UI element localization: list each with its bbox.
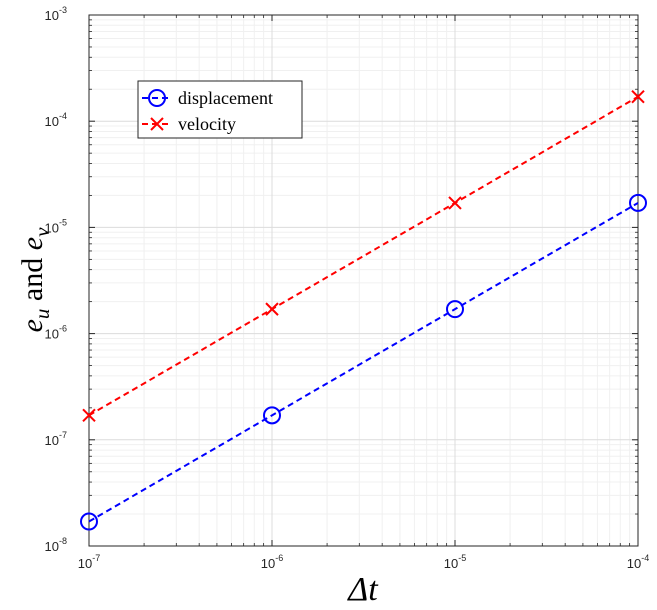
y-tick-label: 10-3	[45, 5, 67, 23]
series-markers	[80, 90, 647, 531]
legend-box	[137, 80, 303, 139]
data-point-displacement	[263, 406, 281, 425]
y-axis-label: eu and ev	[16, 227, 54, 332]
y-label-prefix-1: e	[16, 319, 49, 332]
series-line-velocity	[88, 95, 639, 417]
data-point-displacement	[80, 512, 98, 531]
y-tick-label: 10-6	[45, 324, 67, 342]
data-point-displacement	[629, 193, 647, 212]
y-tick-label: 10-8	[45, 536, 67, 554]
x-axis-label: Δt	[346, 571, 379, 608]
y-tick-label: 10-5	[45, 217, 67, 235]
data-point-velocity	[82, 408, 96, 423]
data-point-displacement	[446, 300, 464, 319]
data-point-velocity	[631, 90, 645, 104]
legend-marker-velocity	[150, 117, 164, 131]
legend-marker-displacement	[148, 89, 166, 107]
series-lines	[88, 95, 639, 523]
x-marker-stroke	[631, 90, 645, 104]
x-marker-stroke	[82, 408, 96, 423]
data-point-velocity	[448, 196, 462, 210]
y-tick-labels: 10-8 10-7 10-6 10-5 10-4 10-3	[45, 5, 67, 554]
x-tick-label: 10-7	[78, 553, 100, 571]
x-tick-label: 10-4	[627, 553, 649, 571]
x-tick-labels: 10-7 10-6 10-5 10-4	[78, 553, 649, 571]
y-tick-label: 10-4	[45, 111, 67, 129]
x-tick-label: 10-5	[444, 553, 466, 571]
y-label-sub-1: u	[30, 309, 54, 320]
data-point-velocity	[265, 302, 279, 316]
legend-label-velocity: velocity	[178, 114, 236, 134]
y-tick-label: 10-7	[45, 430, 67, 448]
plot-frame	[88, 14, 639, 547]
series-line-displacement	[88, 202, 639, 523]
y-label-sub-2: v	[30, 227, 54, 237]
x-marker-stroke	[448, 196, 462, 210]
y-label-mid: and	[16, 250, 49, 308]
axis-ticks	[88, 14, 639, 547]
x-tick-label: 10-6	[261, 553, 283, 571]
y-label-prefix-2: e	[16, 237, 49, 250]
legend: displacement velocity	[137, 80, 303, 139]
legend-x-marker	[150, 117, 164, 131]
x-marker-stroke	[265, 302, 279, 316]
x-marker-stroke	[150, 117, 164, 131]
legend-label-displacement: displacement	[178, 88, 273, 108]
